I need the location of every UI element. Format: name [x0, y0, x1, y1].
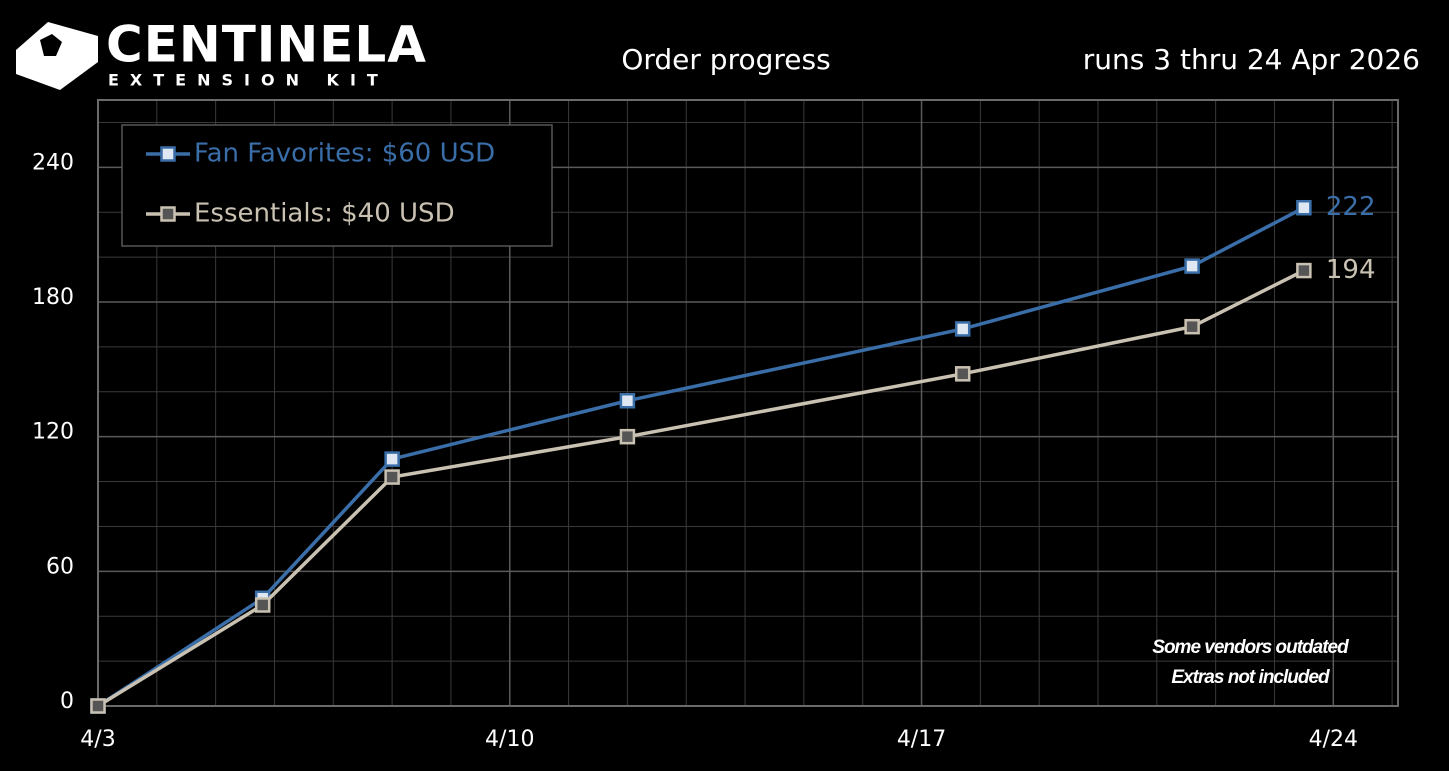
legend-label: Fan Favorites: $60 USD	[194, 139, 495, 169]
marker	[954, 321, 971, 337]
logo-name: CENTINELA	[106, 16, 427, 74]
marker	[1184, 258, 1200, 274]
chart-title: Order progress	[621, 43, 830, 76]
annotation: Some vendors outdated	[1152, 637, 1349, 658]
marker	[1296, 262, 1312, 279]
y-tick-label: 0	[60, 689, 74, 714]
series-line	[97, 206, 1305, 708]
marker	[619, 428, 636, 445]
logo-skull	[40, 34, 62, 56]
marker	[1296, 199, 1312, 216]
marker	[954, 366, 971, 382]
legend-marker	[160, 146, 176, 162]
logo: CENTINELA EXTENSION KIT	[16, 16, 427, 90]
y-tick-label: 60	[46, 554, 74, 579]
legend-label: Essentials: $40 USD	[194, 199, 455, 229]
x-tick-label: 4/24	[1309, 727, 1358, 752]
marker	[254, 597, 271, 613]
logo-tagline: EXTENSION KIT	[108, 71, 389, 90]
y-tick-label: 180	[32, 285, 74, 310]
x-tick-label: 4/3	[80, 727, 115, 752]
y-tick-label: 240	[32, 150, 74, 175]
chart-subtitle: runs 3 thru 24 Apr 2026	[1083, 43, 1420, 76]
marker	[90, 698, 106, 714]
x-tick-label: 4/17	[897, 727, 946, 752]
marker	[384, 469, 400, 485]
legend-box	[121, 124, 553, 247]
legend-marker	[160, 206, 176, 222]
end-label: 194	[1326, 255, 1376, 285]
x-tick-label: 4/10	[485, 727, 534, 752]
marker	[1184, 318, 1200, 335]
logo-icon	[16, 22, 98, 90]
y-tick-label: 120	[32, 420, 74, 445]
series-line	[97, 269, 1305, 708]
marker	[384, 451, 400, 467]
end-label: 222	[1326, 192, 1376, 222]
marker	[619, 393, 636, 409]
plot-frame	[97, 99, 1399, 707]
annotation: Extras not included	[1171, 667, 1330, 688]
